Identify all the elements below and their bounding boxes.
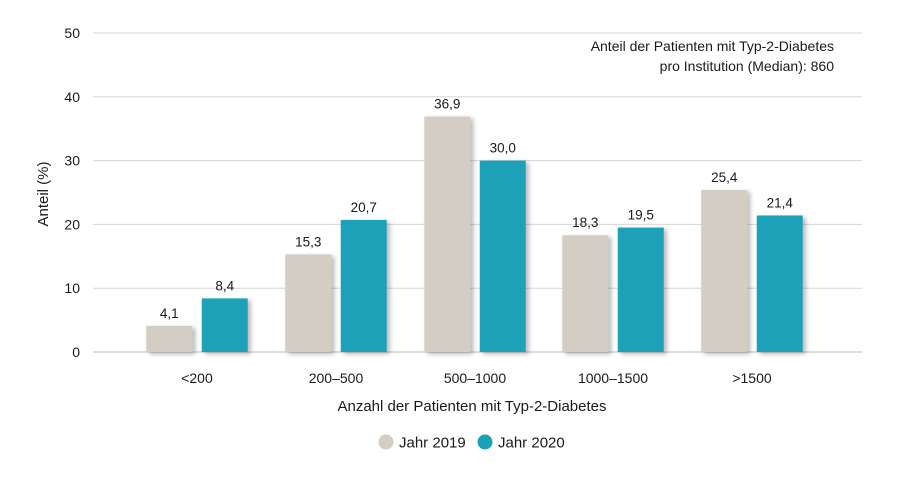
legend: Jahr 2019 Jahr 2020: [378, 434, 565, 452]
annotation-line-2: pro Institution (Median): 860: [660, 58, 835, 74]
data-label: 21,4: [767, 195, 794, 210]
bar-2019: [285, 254, 332, 352]
bar-2020: [201, 298, 248, 352]
legend-swatch: [477, 434, 493, 450]
y-tick-label: 0: [72, 344, 80, 360]
x-axis-ticks: <200 200–500 500–1000 1000–1500 >1500: [181, 370, 772, 386]
data-label: 8,4: [215, 278, 234, 293]
data-label: 20,7: [351, 200, 377, 215]
bar-2020: [756, 215, 803, 352]
y-axis-ticks: 0 10 20 30 40 50: [64, 25, 80, 360]
data-label: 19,5: [628, 208, 654, 223]
value-labels: 4,1 8,4 15,3 20,7 36,9 30,0 18,3 19,5 25,4 21,4: [160, 97, 794, 321]
legend-label: Jahr 2020: [498, 435, 565, 452]
data-label: 25,4: [711, 170, 738, 185]
bar-2019: [701, 189, 748, 352]
y-tick-label: 50: [64, 25, 80, 41]
bar-2019: [562, 235, 609, 352]
x-tick-label: >1500: [732, 370, 772, 386]
bar-2019: [146, 325, 193, 352]
x-tick-label: 200–500: [309, 370, 364, 386]
data-label: 4,1: [160, 306, 179, 321]
x-tick-label: 1000–1500: [578, 370, 648, 386]
bars: [146, 116, 803, 352]
y-tick-label: 30: [64, 153, 80, 169]
data-label: 15,3: [295, 234, 321, 249]
data-label: 18,3: [572, 215, 598, 230]
y-axis-title: Anteil (%): [35, 161, 52, 226]
x-axis-title: Anzahl der Patienten mit Typ-2-Diabetes: [337, 398, 606, 415]
y-tick-label: 40: [64, 89, 80, 105]
bar-2020: [617, 227, 664, 352]
data-label: 30,0: [490, 141, 516, 156]
y-tick-label: 20: [64, 216, 80, 232]
y-tick-label: 10: [64, 280, 80, 296]
bar-2020: [479, 160, 526, 352]
x-tick-label: <200: [181, 370, 213, 386]
x-tick-label: 500–1000: [444, 370, 507, 386]
bar-2020: [340, 219, 387, 352]
legend-swatch: [378, 434, 394, 450]
legend-label: Jahr 2019: [399, 435, 466, 452]
annotation-line-1: Anteil der Patienten mit Typ-2-Diabetes: [591, 38, 834, 54]
data-label: 36,9: [434, 97, 460, 112]
bar-2019: [424, 116, 471, 352]
